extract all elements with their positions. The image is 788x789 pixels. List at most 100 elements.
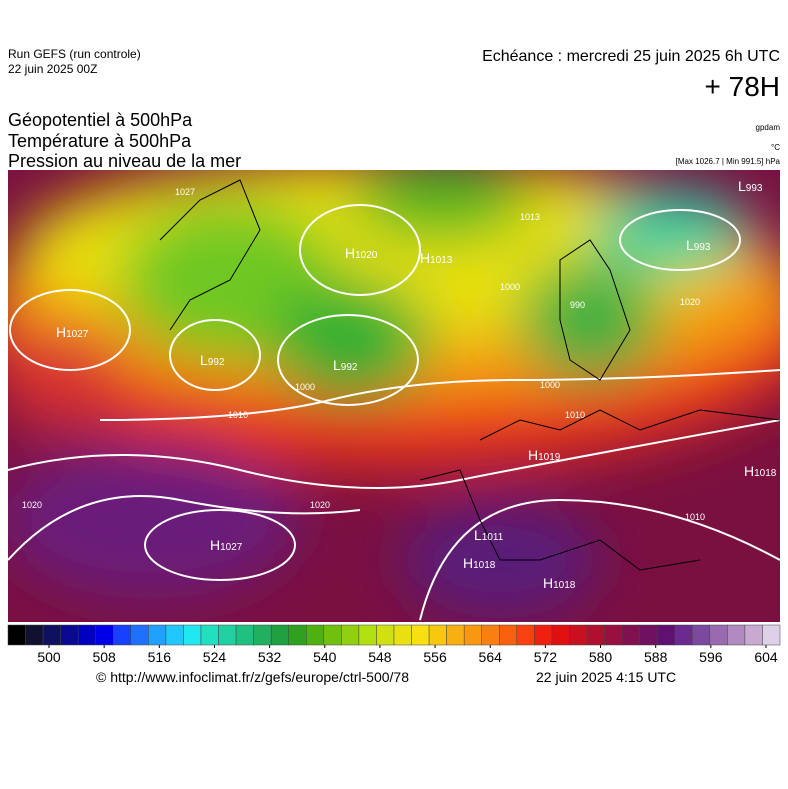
center-value: 1011 xyxy=(482,532,504,543)
isobar-label: 1020 xyxy=(22,500,42,510)
colorbar-swatch xyxy=(621,624,640,646)
colorbar-swatch xyxy=(516,624,535,646)
center-kind: H xyxy=(345,245,355,261)
colorbar-swatch xyxy=(656,624,675,646)
unit: [Max 1026.7 | Min 991.5] hPa xyxy=(676,157,781,166)
pressure-center: L1011 xyxy=(474,527,504,543)
footer-url: © http://www.infoclimat.fr/z/gefs/europe… xyxy=(96,669,409,685)
colorbar-tick-label: 500 xyxy=(37,649,61,665)
run: Run GEFS (run controle) xyxy=(8,47,141,61)
colorbar-swatch xyxy=(446,624,465,646)
colorbar-swatch xyxy=(727,624,746,646)
center-value: 1018 xyxy=(553,580,576,591)
colorbar-swatch xyxy=(586,624,605,646)
colorbar-swatch xyxy=(692,624,711,646)
colorbar-swatch xyxy=(253,624,272,646)
footer-issued: 22 juin 2025 4:15 UTC xyxy=(536,669,676,685)
colorbar-tick-label: 596 xyxy=(699,649,723,665)
title: Température à 500hPa xyxy=(8,131,192,151)
colorbar-tick-label: 516 xyxy=(148,649,172,665)
center-value: 1018 xyxy=(473,560,496,571)
colorbar-swatch xyxy=(762,624,781,646)
center-value: 993 xyxy=(746,183,763,194)
colorbar-swatch xyxy=(165,624,184,646)
center-value: 1020 xyxy=(355,250,378,261)
isobar-label: 1027 xyxy=(175,187,195,197)
center-kind: L xyxy=(738,178,746,194)
isobar-label: 1020 xyxy=(310,500,330,510)
colorbar-swatch xyxy=(411,624,430,646)
map xyxy=(8,170,780,622)
colorbar-swatch xyxy=(235,624,254,646)
colorbar-swatch xyxy=(42,624,61,646)
center-value: 1013 xyxy=(430,255,453,266)
colorbar-swatch xyxy=(534,624,553,646)
unit: °C xyxy=(771,143,780,152)
colorbar-swatch xyxy=(604,624,623,646)
lead-time: + 78H xyxy=(705,71,781,102)
colorbar-swatch xyxy=(306,624,325,646)
colorbar-tick-label: 604 xyxy=(754,649,778,665)
center-kind: L xyxy=(686,237,694,253)
title: Géopotentiel à 500hPa xyxy=(8,110,193,130)
colorbar-tick-label: 532 xyxy=(258,649,282,665)
colorbar-swatch xyxy=(674,624,693,646)
isobar-label: 1010 xyxy=(565,410,585,420)
colorbar-swatch xyxy=(25,624,44,646)
colorbar-swatch xyxy=(551,624,570,646)
colorbar-swatch xyxy=(113,624,132,646)
colorbar-swatch xyxy=(376,624,395,646)
colorbar-swatch xyxy=(499,624,518,646)
colorbar-swatch xyxy=(130,624,149,646)
colorbar-swatch xyxy=(744,624,763,646)
title: Pression au niveau de la mer xyxy=(8,151,241,171)
pressure-center: H1018 xyxy=(543,575,576,591)
isobar-label: 1000 xyxy=(540,380,560,390)
colorbar-tick-label: 556 xyxy=(423,649,447,665)
run-date: 22 juin 2025 00Z xyxy=(8,62,97,76)
pressure-center: H1013 xyxy=(420,250,453,266)
map-labels: 1027 1013 1000 1000 1010 1010 1000 1020 … xyxy=(22,178,777,591)
unit: gpdam xyxy=(756,123,781,132)
center-value: 1018 xyxy=(754,468,777,479)
colorbar-swatch xyxy=(288,624,307,646)
colorbar-swatch xyxy=(569,624,588,646)
colorbar-swatch xyxy=(323,624,342,646)
isobar-label: 990 xyxy=(570,300,585,310)
center-kind: H xyxy=(210,537,220,553)
colorbar-tick-label: 508 xyxy=(92,649,116,665)
center-value: 1019 xyxy=(538,452,561,463)
colorbar-swatch xyxy=(270,624,289,646)
isobar-label: 1010 xyxy=(685,512,705,522)
isobar-label: 1000 xyxy=(500,282,520,292)
colorbar-tick-label: 572 xyxy=(534,649,558,665)
center-kind: H xyxy=(463,555,473,571)
colorbar-swatch xyxy=(148,624,167,646)
pressure-center: L992 xyxy=(333,357,358,373)
pressure-center: L992 xyxy=(200,352,225,368)
colorbar-swatch xyxy=(200,624,219,646)
center-kind: L xyxy=(333,357,341,373)
colorbar: 500 508 516 524 532 540 548 556 564 572 580 588 596 6… xyxy=(7,624,781,665)
pressure-center: H1020 xyxy=(345,245,378,261)
center-kind: L xyxy=(474,527,482,543)
center-value: 993 xyxy=(694,242,711,253)
colorbar-swatch xyxy=(218,624,237,646)
center-kind: H xyxy=(528,447,538,463)
colorbar-tick-label: 524 xyxy=(203,649,227,665)
colorbar-swatch xyxy=(77,624,96,646)
pressure-center: L993 xyxy=(686,237,711,253)
pressure-center: L993 xyxy=(738,178,763,194)
center-value: 1027 xyxy=(220,542,243,553)
colorbar-tick-label: 564 xyxy=(479,649,503,665)
colorbar-swatch xyxy=(358,624,377,646)
colorbar-swatch xyxy=(639,624,658,646)
colorbar-swatch xyxy=(428,624,447,646)
valid-time: Echéance : mercredi 25 juin 2025 6h UTC xyxy=(482,48,780,65)
center-kind: H xyxy=(744,463,754,479)
pressure-center: H1027 xyxy=(210,537,243,553)
colorbar-tick-label: 540 xyxy=(313,649,337,665)
colorbar-tick-label: 588 xyxy=(644,649,668,665)
center-value: 1027 xyxy=(66,329,89,340)
